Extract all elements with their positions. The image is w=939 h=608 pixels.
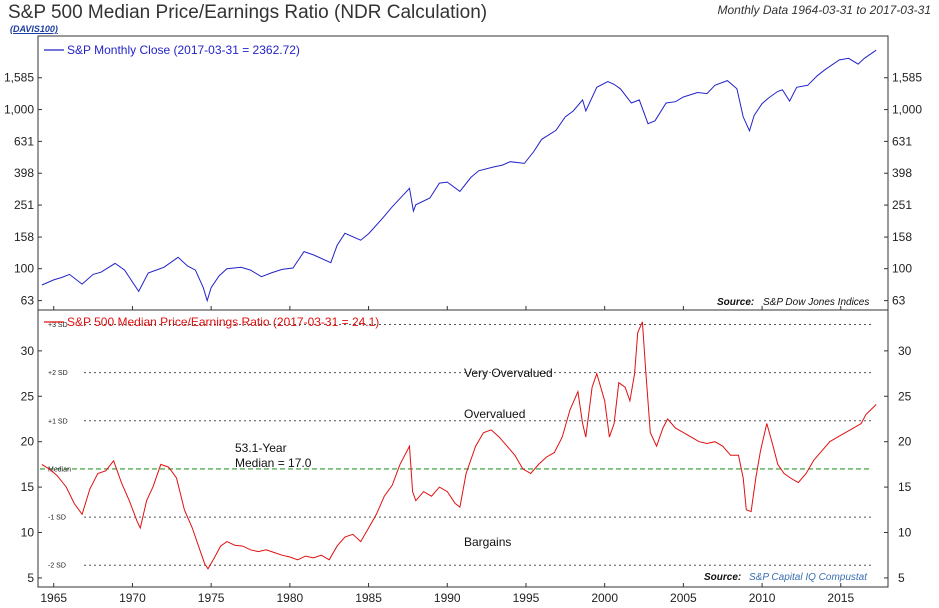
x-tick-label: 1980 [277, 591, 304, 605]
bottom-y-tick-label-right: 5 [898, 571, 905, 585]
top-y-tick-label-left: 158 [14, 230, 34, 244]
x-tick-label: 1990 [434, 591, 461, 605]
top-panel-frame [37, 35, 889, 311]
bottom-source-label: Source: [704, 572, 741, 583]
overvalued-label: Overvalued [464, 407, 525, 421]
x-tick-label: 1985 [355, 591, 382, 605]
median-pe-series-line [41, 321, 877, 570]
x-tick-label: 2015 [827, 591, 854, 605]
top-y-tick-label-right: 631 [892, 134, 912, 148]
top-y-tick-label-right: 1,000 [892, 103, 922, 117]
x-tick-label: 1965 [40, 591, 67, 605]
x-tick-label: 1995 [513, 591, 540, 605]
bottom-y-tick-label-right: 15 [898, 480, 912, 494]
bottom-y-tick-label-right: 20 [898, 435, 912, 449]
top-y-tick-label-right: 398 [892, 166, 912, 180]
top-y-tick-label-left: 63 [21, 294, 35, 308]
sp500-close-series-line [41, 49, 877, 303]
x-tick-label: 1970 [119, 591, 146, 605]
bottom-y-tick-label-left: 30 [21, 344, 35, 358]
chart-subtitle: Monthly Data 1964-03-31 to 2017-03-31 [717, 3, 931, 17]
bottom-y-tick-label-left: 5 [27, 571, 34, 585]
top-y-tick-label-left: 100 [14, 262, 34, 276]
top-y-tick-label-right: 158 [892, 230, 912, 244]
top-y-tick-label-right: 251 [892, 198, 912, 212]
median-annotation-line1: 53.1-Year [235, 441, 287, 455]
top-y-tick-label-right: 63 [892, 294, 906, 308]
top-y-tick-label-left: 1,585 [4, 71, 34, 85]
top-legend-label: S&P Monthly Close (2017-03-31 = 2362.72) [67, 43, 300, 57]
top-y-axis: 63 63 100 100 158 158 251 251 398 398 631 631 1,000 1… [4, 71, 922, 308]
very-overvalued-label: Very Overvalued [464, 366, 553, 380]
x-tick-label: 2010 [749, 591, 776, 605]
bottom-y-tick-label-right: 10 [898, 526, 912, 540]
x-tick-label: 2000 [591, 591, 618, 605]
sd-line-label: +3 SD [48, 322, 68, 329]
top-source-label: Source: [717, 297, 754, 308]
median-annotation-line2: Median = 17.0 [235, 456, 312, 470]
bottom-panel-frame [37, 309, 889, 588]
sd-line-label: +2 SD [48, 370, 68, 377]
median-line-label: Median [48, 466, 71, 473]
chart-title: S&P 500 Median Price/Earnings Ratio (NDR… [8, 2, 488, 23]
top-y-tick-label-left: 398 [14, 166, 34, 180]
bottom-y-tick-label-left: 25 [21, 389, 35, 403]
bottom-y-tick-label-left: 15 [21, 480, 35, 494]
bottom-y-tick-label-right: 30 [898, 344, 912, 358]
x-tick-label: 2005 [670, 591, 697, 605]
chart-tag[interactable]: (DAVIS100) [10, 24, 58, 34]
top-y-tick-label-left: 1,000 [4, 103, 34, 117]
bottom-source-value: S&P Capital IQ Compustat [749, 572, 868, 583]
bottom-y-tick-label-right: 25 [898, 389, 912, 403]
bottom-y-axis: 5 5 10 10 15 15 20 20 25 25 30 30 [21, 344, 912, 585]
top-y-tick-label-right: 1,585 [892, 71, 922, 85]
bargains-label: Bargains [464, 535, 511, 549]
top-y-tick-label-left: 631 [14, 134, 34, 148]
bottom-y-tick-label-left: 20 [21, 435, 35, 449]
bottom-y-tick-label-left: 10 [21, 526, 35, 540]
x-tick-label: 1975 [198, 591, 225, 605]
bottom-legend-label: S&P 500 Median Price/Earnings Ratio (201… [67, 315, 379, 329]
sd-line-label: -2 SD [48, 563, 66, 570]
sd-line-label: -1 SD [48, 515, 66, 522]
sd-line-label: +1 SD [48, 418, 68, 425]
top-source-value: S&P Dow Jones Indices [763, 297, 869, 308]
top-y-tick-label-left: 251 [14, 198, 34, 212]
x-axis: 1965 1970 1975 1980 1985 1990 1995 2000 2005 2010… [40, 306, 854, 605]
sd-lines: +3 SD +2 SD +1 SD Median -1 SD -2 SD [40, 322, 872, 570]
top-y-tick-label-right: 100 [892, 262, 912, 276]
